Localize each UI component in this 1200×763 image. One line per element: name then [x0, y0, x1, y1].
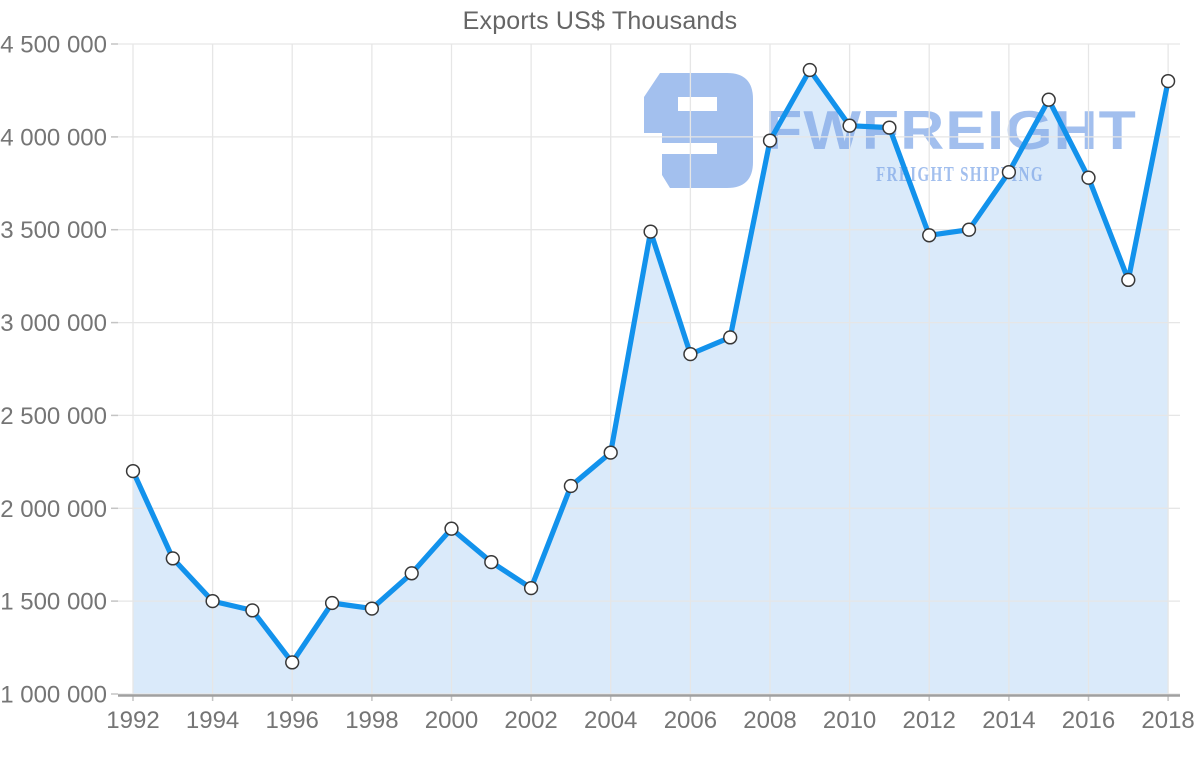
data-point-marker [404, 566, 419, 581]
data-point-marker [762, 133, 778, 148]
x-axis-label: 2010 [823, 707, 876, 734]
x-axis-label: 1992 [106, 707, 159, 734]
chart-title: Exports US$ Thousands [462, 7, 738, 35]
data-point-marker [125, 463, 141, 479]
axis-labels-layer: 4 500 000 4 000 000 3 500 000 3 000 000 2 50… [0, 32, 1195, 735]
x-axis-label: 1998 [345, 707, 398, 734]
x-axis-label: 2014 [982, 707, 1035, 734]
y-axis-label: 4 000 000 [0, 124, 107, 151]
y-axis-label: 2 000 000 [0, 496, 107, 523]
data-point-marker [922, 228, 937, 243]
y-axis-label: 3 000 000 [0, 310, 107, 337]
y-axis-label: 1 500 000 [0, 589, 107, 616]
data-point-marker [563, 478, 579, 494]
x-axis-label: 1996 [266, 707, 319, 734]
data-point-marker [484, 554, 499, 570]
data-point-markers-layer [125, 62, 1176, 670]
fwfreight-logo-emblem-icon [644, 73, 753, 188]
data-point-marker [1001, 164, 1017, 180]
area-fill [133, 70, 1169, 694]
x-axis-label: 2006 [664, 707, 717, 734]
data-point-marker [1160, 73, 1176, 89]
data-point-marker [245, 603, 260, 618]
data-point-marker [961, 222, 977, 237]
x-axis-label: 1994 [186, 707, 239, 734]
data-point-marker [364, 601, 380, 616]
y-axis-label: 4 500 000 [0, 32, 107, 59]
x-axis-label: 2004 [584, 707, 637, 734]
y-axis-label: 3 500 000 [0, 217, 107, 244]
data-point-marker [1081, 170, 1096, 185]
data-point-marker [842, 118, 857, 133]
data-point-marker [205, 593, 220, 609]
x-axis-label: 2008 [743, 707, 796, 734]
data-point-marker [643, 224, 658, 239]
data-point-marker [802, 62, 817, 78]
x-axis-label: 2016 [1062, 707, 1115, 734]
data-point-marker [444, 521, 459, 536]
data-point-marker [882, 120, 897, 135]
data-point-marker [683, 346, 698, 362]
gridline-layer [111, 43, 1180, 701]
data-point-marker [285, 655, 300, 670]
data-point-marker [723, 330, 738, 345]
data-point-marker [603, 445, 618, 460]
x-axis-label: 2012 [903, 707, 956, 734]
x-axis-label: 2000 [425, 707, 478, 734]
data-point-marker [324, 595, 340, 611]
data-point-marker [165, 551, 180, 566]
data-point-marker [1041, 92, 1056, 107]
watermark-brand-text: FWFREIGHT [765, 99, 1137, 161]
x-axis-label: 2018 [1141, 707, 1194, 734]
y-axis-label: 1 000 000 [0, 682, 107, 709]
x-axis-label: 2002 [504, 707, 557, 734]
area-series-layer [133, 70, 1169, 694]
y-axis-label: 2 500 000 [0, 403, 107, 430]
data-point-marker [523, 580, 539, 596]
data-point-marker [1121, 272, 1136, 288]
